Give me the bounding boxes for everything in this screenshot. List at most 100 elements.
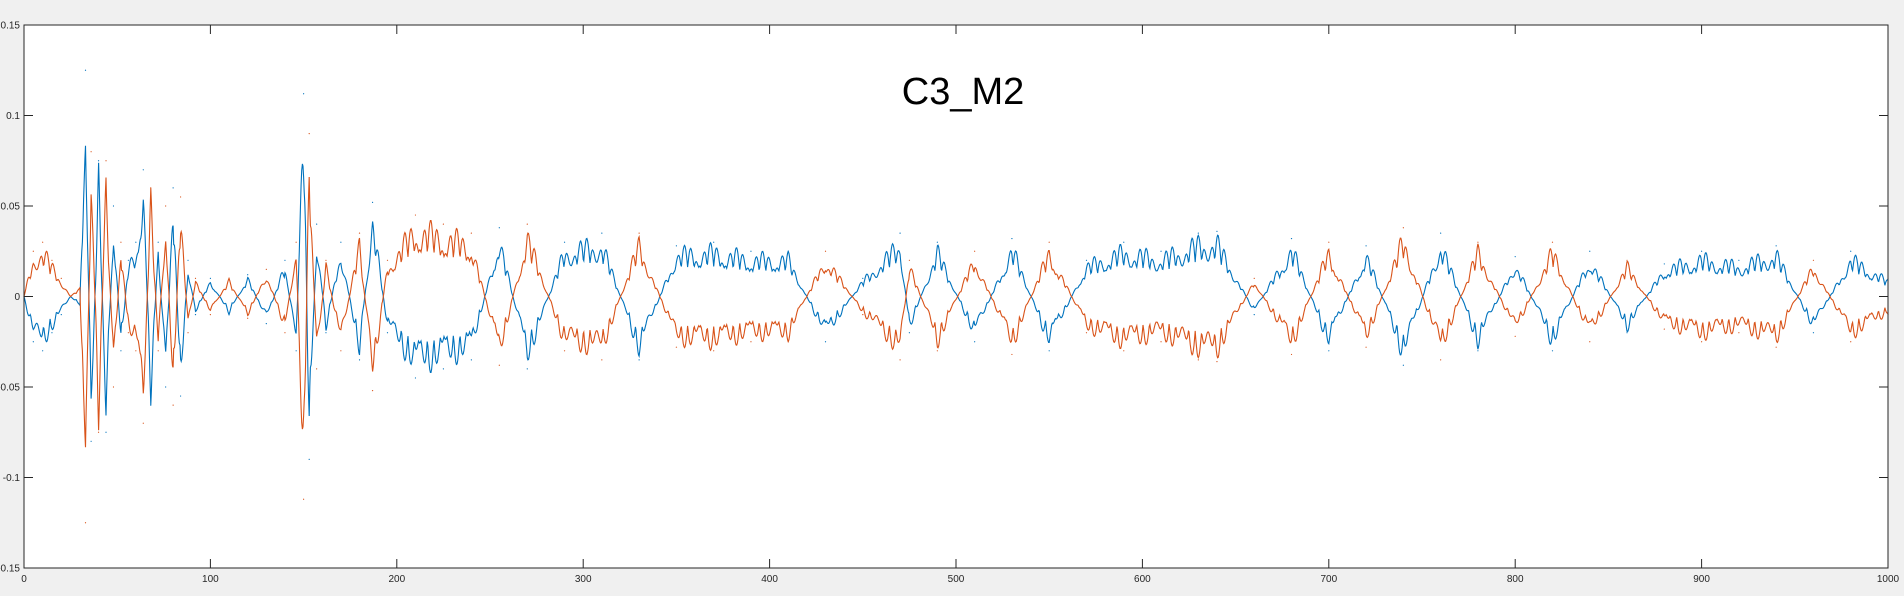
series-2-point [165, 205, 167, 207]
series-1-point [713, 241, 715, 243]
y-tick-label: -0.15 [0, 564, 20, 575]
series-2-point [135, 350, 137, 352]
series-2-point [1775, 346, 1777, 348]
series-1-point [32, 341, 34, 343]
series-1-point [105, 431, 107, 433]
series-1-point [601, 232, 603, 234]
series-1-point [750, 250, 752, 252]
series-2-point [371, 390, 374, 392]
series-2-point [120, 241, 122, 243]
series-1-point [1160, 250, 1162, 252]
series-2-point [386, 259, 389, 261]
series-1-point [1514, 256, 1516, 258]
series-1-point [316, 223, 318, 225]
series-1-point [1365, 245, 1367, 247]
series-2-point [1197, 359, 1199, 361]
series-2-point [79, 286, 81, 289]
series-2-point [1514, 335, 1516, 337]
series-1-point [60, 314, 62, 316]
series-1-point [97, 160, 100, 162]
series-2-point [1216, 361, 1218, 363]
series-1-point [1551, 350, 1554, 352]
x-tick-label: 900 [1693, 574, 1710, 585]
series-2-point [209, 314, 211, 316]
series-2-point [1477, 241, 1479, 243]
series-2-point [340, 350, 342, 352]
series-2-point [1850, 341, 1852, 343]
series-2-point [638, 232, 640, 234]
series-2-point [1701, 341, 1703, 343]
series-2-point [97, 431, 100, 433]
x-tick-label: 1000 [1877, 574, 1900, 585]
series-1-point [1197, 232, 1199, 234]
ticks-layer: 0 100 200 300 400 500 600 700 800 900 1000 0.15 0.1 0… [0, 21, 1900, 586]
series-2-point [284, 332, 286, 334]
series-1-point [303, 93, 305, 95]
series-1-point [1775, 245, 1777, 247]
y-tick-label: 0.05 [1, 202, 21, 213]
series-1-point [638, 359, 640, 361]
series-2-point [127, 332, 129, 334]
series-2-point [316, 368, 318, 370]
series-1-point [1477, 350, 1479, 352]
series-2-point [358, 232, 361, 234]
series-1-point [1290, 237, 1293, 240]
series-1-point [120, 350, 122, 352]
series-1-point [526, 368, 528, 370]
series-1-point [1626, 332, 1628, 334]
series-2-point [1123, 350, 1125, 352]
series-2-point [442, 223, 444, 225]
series-2-point [862, 314, 864, 316]
series-1-point [157, 241, 159, 243]
series-2-point [787, 341, 789, 343]
series-1-line [23, 145, 1889, 417]
series-2-point [84, 522, 87, 524]
series-1-point [1011, 237, 1013, 240]
series-2-point [713, 350, 715, 352]
series-2-point [1812, 259, 1815, 261]
series-2-point [1440, 359, 1442, 361]
series-1-point [974, 341, 976, 343]
series-1-point [899, 232, 901, 234]
series-2-point [1365, 346, 1367, 348]
series-1-point [1663, 263, 1665, 265]
series-2-point [90, 151, 92, 153]
series-2-point [1048, 241, 1050, 243]
series-1-point [194, 314, 197, 316]
y-tick-label: -0.1 [3, 473, 21, 484]
series-2-point [1328, 241, 1330, 243]
series-2-point [1160, 341, 1162, 343]
series-1-point [295, 350, 297, 352]
series-1-point [371, 201, 374, 203]
series-1-point [862, 277, 864, 279]
series-1-point [1589, 250, 1591, 252]
series-1-point [1328, 350, 1330, 352]
series-2-point [414, 214, 417, 216]
series-1-point [470, 359, 472, 361]
series-1-point [358, 359, 361, 361]
x-tick-label: 300 [575, 574, 592, 585]
series-1-point [127, 259, 129, 261]
series-2-point [51, 259, 53, 261]
series-1-point [1850, 250, 1852, 252]
series-2-point [325, 259, 327, 261]
series-1-point [179, 395, 182, 397]
series-1-point [150, 404, 152, 406]
series-1-point [1253, 314, 1255, 316]
series-1-point [386, 332, 389, 334]
y-tick-label: 0.15 [1, 21, 21, 32]
series-2-point [526, 223, 528, 225]
x-tick-label: 700 [1320, 574, 1337, 585]
series-1-point [1123, 241, 1125, 243]
chart-title: C3_M2 [902, 71, 1025, 113]
series-2-point [194, 277, 197, 279]
series-1-point [1738, 259, 1740, 261]
series-1-point [675, 245, 678, 247]
series-2-point [228, 277, 230, 279]
series-layer [23, 69, 1889, 524]
series-1-point [84, 69, 87, 71]
x-tick-label: 400 [761, 574, 778, 585]
series-2-point [1626, 259, 1628, 261]
series-2-point [675, 346, 678, 348]
